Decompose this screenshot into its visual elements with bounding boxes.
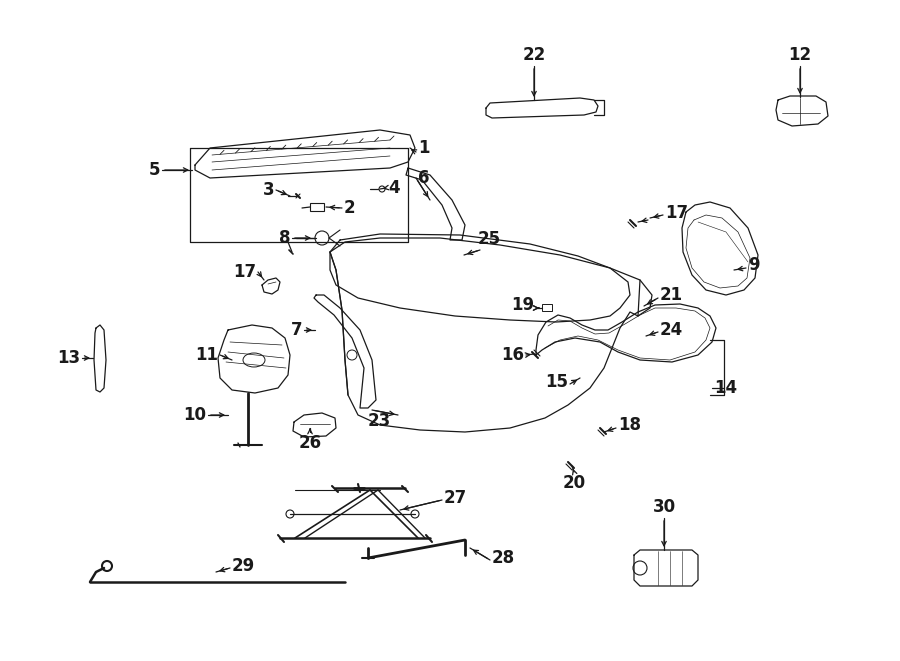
Text: 10: 10 (183, 406, 206, 424)
Text: 27: 27 (444, 489, 467, 507)
Text: 24: 24 (660, 321, 683, 339)
Bar (542, 304, 552, 311)
Text: 16: 16 (501, 346, 524, 364)
Text: 28: 28 (492, 549, 515, 567)
Text: 17: 17 (233, 263, 256, 281)
Text: 15: 15 (545, 373, 568, 391)
Text: 20: 20 (562, 474, 586, 492)
Text: 11: 11 (195, 346, 218, 364)
Text: 26: 26 (299, 434, 321, 452)
Text: 30: 30 (652, 498, 676, 516)
Text: 7: 7 (291, 321, 302, 339)
Text: 6: 6 (418, 169, 429, 187)
Text: 12: 12 (788, 46, 812, 64)
Text: 5: 5 (148, 161, 160, 179)
Text: 29: 29 (232, 557, 256, 575)
Text: 18: 18 (618, 416, 641, 434)
Text: 17: 17 (665, 204, 688, 222)
Text: 25: 25 (478, 230, 501, 248)
Text: 21: 21 (660, 286, 683, 304)
Text: 4: 4 (388, 179, 400, 197)
Text: 1: 1 (418, 139, 429, 157)
Bar (310, 203, 324, 211)
Text: 2: 2 (344, 199, 356, 217)
Text: 9: 9 (748, 256, 760, 274)
Text: 3: 3 (263, 181, 274, 199)
Text: 19: 19 (511, 296, 534, 314)
Text: 22: 22 (522, 46, 545, 64)
Text: 23: 23 (368, 412, 392, 430)
Text: 14: 14 (714, 379, 737, 397)
Text: 8: 8 (278, 229, 290, 247)
Text: 13: 13 (57, 349, 80, 367)
